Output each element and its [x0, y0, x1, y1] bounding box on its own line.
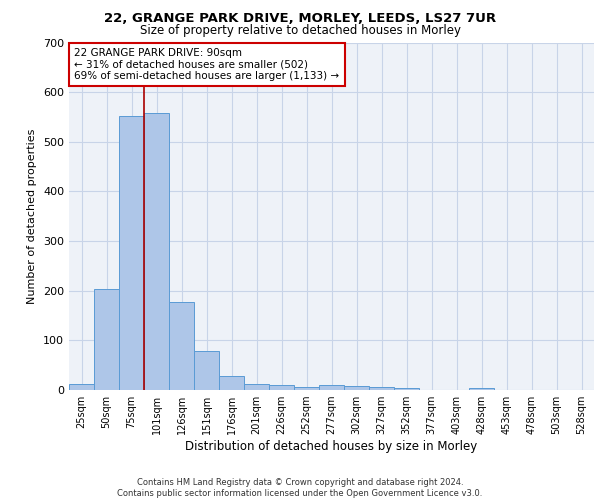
- Bar: [94, 288, 119, 390]
- Text: Contains HM Land Registry data © Crown copyright and database right 2024.
Contai: Contains HM Land Registry data © Crown c…: [118, 478, 482, 498]
- Bar: [369, 387, 394, 390]
- Bar: [219, 376, 244, 390]
- Text: 22, GRANGE PARK DRIVE, MORLEY, LEEDS, LS27 7UR: 22, GRANGE PARK DRIVE, MORLEY, LEEDS, LS…: [104, 12, 496, 26]
- Text: 22 GRANGE PARK DRIVE: 90sqm
← 31% of detached houses are smaller (502)
69% of se: 22 GRANGE PARK DRIVE: 90sqm ← 31% of det…: [74, 48, 340, 81]
- Bar: [319, 385, 344, 390]
- X-axis label: Distribution of detached houses by size in Morley: Distribution of detached houses by size …: [185, 440, 478, 453]
- Bar: [269, 385, 294, 390]
- Bar: [344, 386, 369, 390]
- Bar: [394, 388, 419, 390]
- Bar: [294, 386, 319, 390]
- Bar: [119, 116, 144, 390]
- Bar: [144, 113, 169, 390]
- Y-axis label: Number of detached properties: Number of detached properties: [28, 128, 37, 304]
- Bar: [469, 388, 494, 390]
- Bar: [169, 302, 194, 390]
- Text: Size of property relative to detached houses in Morley: Size of property relative to detached ho…: [139, 24, 461, 37]
- Bar: [194, 352, 219, 390]
- Bar: [244, 384, 269, 390]
- Bar: [69, 384, 94, 390]
